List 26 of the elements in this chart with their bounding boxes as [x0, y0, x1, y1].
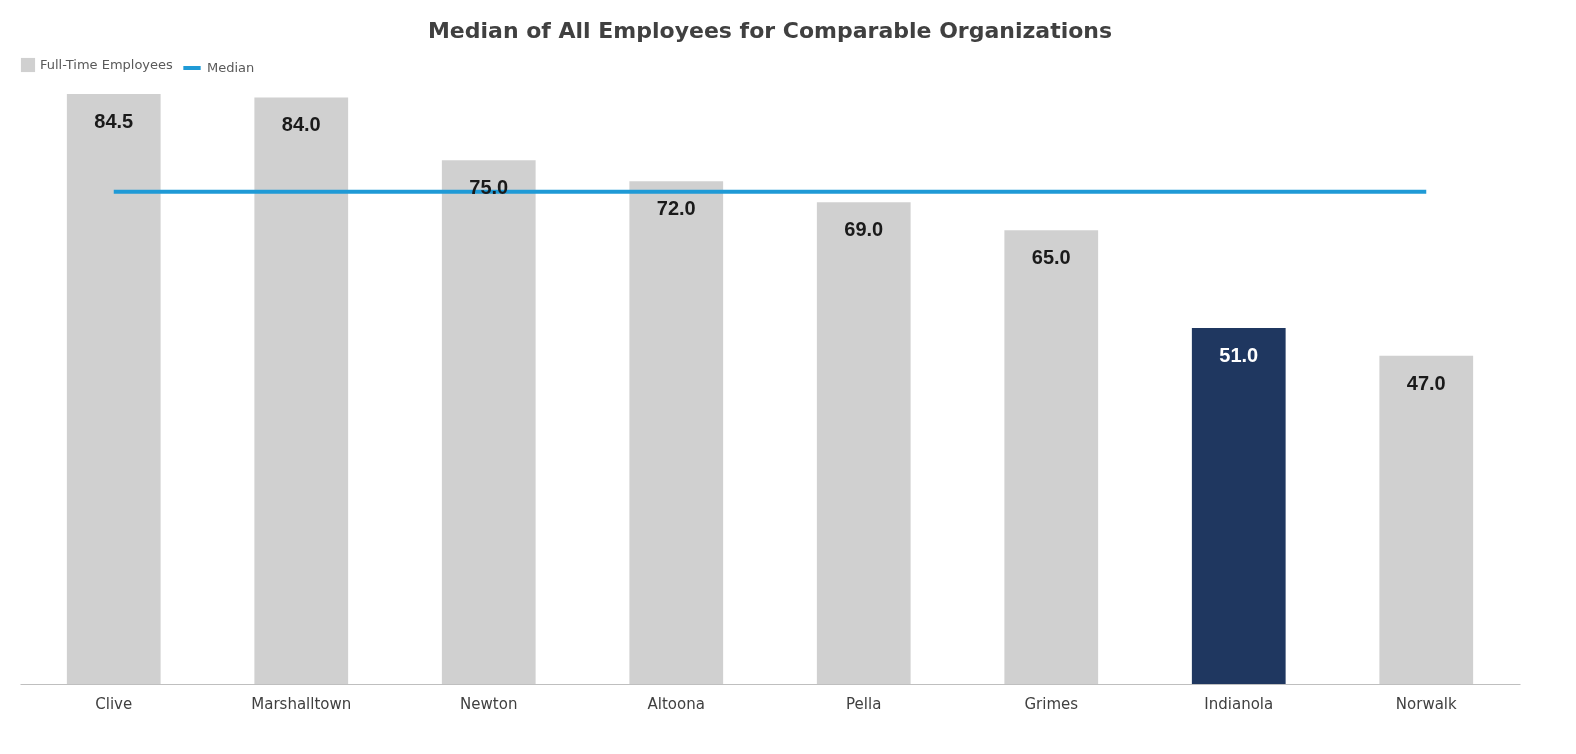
bar — [254, 97, 349, 684]
x-tick-label: Norwalk — [1395, 694, 1457, 713]
x-tick-label: Marshalltown — [251, 694, 352, 713]
bar — [816, 202, 911, 684]
legend-label: Full-Time Employees — [40, 57, 174, 72]
bar — [66, 94, 161, 684]
data-label: 65.0 — [1031, 246, 1071, 269]
bar — [1004, 230, 1099, 684]
data-label: 47.0 — [1406, 371, 1446, 394]
data-label: 84.0 — [281, 113, 321, 136]
data-label: 72.0 — [656, 197, 696, 220]
bar — [1191, 327, 1286, 684]
bar — [629, 181, 724, 684]
x-tick-label: Grimes — [1024, 694, 1079, 713]
x-tick-label: Newton — [460, 694, 518, 713]
data-label: 51.0 — [1219, 343, 1259, 366]
chart-title: Median of All Employees for Comparable Organizations — [427, 18, 1113, 43]
x-tick-label: Clive — [95, 694, 133, 713]
legend-label: Median — [207, 60, 255, 75]
x-tick-label: Indianola — [1204, 694, 1274, 713]
x-tick-label: Altoona — [647, 694, 705, 713]
x-tick-label: Pella — [846, 694, 882, 713]
data-label: 84.5 — [94, 110, 134, 132]
bar — [1379, 355, 1474, 684]
bar — [441, 160, 536, 684]
data-label: 69.0 — [844, 218, 884, 241]
